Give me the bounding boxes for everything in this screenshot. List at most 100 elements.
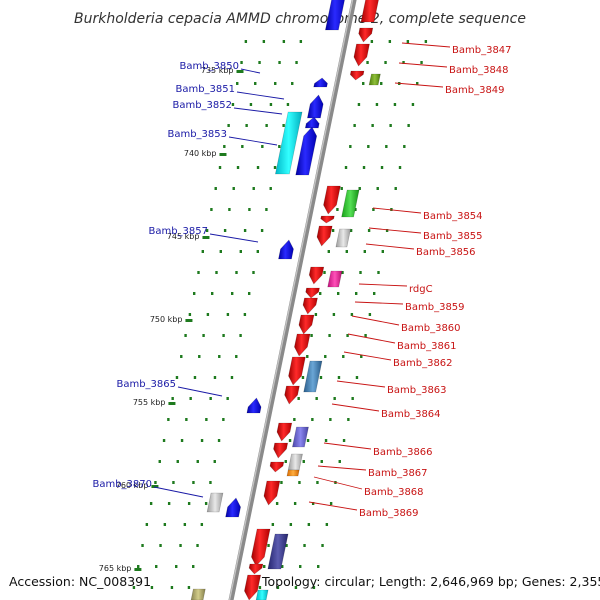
gene-label[interactable]: Bamb_3865	[116, 379, 176, 390]
grid-dot	[209, 397, 212, 400]
gene-label[interactable]: Bamb_3856	[416, 247, 476, 258]
label-connector	[368, 227, 422, 234]
grid-dot	[355, 376, 359, 379]
grid-dot	[228, 208, 231, 211]
gene-label[interactable]: Bamb_3847	[452, 45, 512, 56]
grid-dot	[324, 439, 328, 442]
grid-dot	[398, 166, 402, 169]
kbp-tick-label: 755 kbp	[133, 398, 166, 407]
grid-dot	[198, 355, 201, 358]
grid-dot	[337, 376, 341, 379]
reverse-gene	[276, 422, 293, 442]
gene-label[interactable]: Bamb_3850	[179, 61, 239, 72]
grid-dot	[254, 82, 257, 85]
gene-label[interactable]: Bamb_3866	[373, 447, 433, 458]
grid-dot	[240, 61, 243, 64]
grid-dot	[213, 460, 216, 463]
grid-dot	[327, 250, 330, 253]
grid-dot	[162, 439, 166, 442]
grid-dot	[252, 271, 255, 274]
gene-label[interactable]: rdgC	[409, 284, 433, 295]
forward-gene	[225, 497, 241, 518]
grid-dot	[265, 124, 268, 127]
grid-dot	[205, 418, 208, 421]
grid-dot	[248, 208, 251, 211]
grid-dot	[167, 418, 170, 421]
reverse-gene	[360, 0, 379, 23]
gene-label[interactable]: Bamb_3870	[92, 479, 152, 490]
grid-dot	[341, 271, 344, 274]
grid-dot	[196, 544, 199, 547]
gene-label[interactable]: Bamb_3848	[449, 65, 509, 76]
reverse-gene	[320, 215, 335, 224]
grid-dot	[284, 460, 287, 463]
gene-label[interactable]: Bamb_3849	[445, 85, 505, 96]
grid-dot	[210, 292, 214, 295]
gene-label[interactable]: Bamb_3853	[167, 129, 227, 140]
gene-label[interactable]: Bamb_3851	[175, 84, 235, 95]
gene-label[interactable]: Bamb_3869	[359, 508, 419, 519]
label-connector	[394, 82, 444, 88]
label-connector	[153, 486, 204, 498]
accession-text: Accession: NC_008391	[9, 574, 151, 589]
kbp-tick-mark	[202, 236, 210, 239]
label-connector	[343, 351, 392, 361]
grid-dot	[175, 565, 178, 568]
grid-dot	[209, 481, 212, 484]
gene-label[interactable]: Bamb_3852	[172, 100, 232, 111]
kbp-tick-mark	[219, 153, 227, 156]
kbp-tick-label: 740 kbp	[184, 149, 217, 158]
grid-dot	[342, 355, 345, 358]
grid-dot	[187, 586, 191, 589]
grid-dot	[201, 250, 204, 253]
grid-dot	[274, 82, 277, 85]
label-connector	[331, 403, 380, 412]
kbp-tick-label: 760 kbp	[116, 481, 149, 490]
forward-gene	[295, 126, 318, 176]
grid-dot	[252, 187, 255, 190]
reverse-gene	[251, 528, 271, 567]
grid-dot	[349, 145, 352, 148]
gene-label[interactable]: Bamb_3859	[405, 302, 465, 313]
grid-dot	[232, 187, 235, 190]
label-connector	[351, 315, 400, 326]
gene-label[interactable]: Bamb_3854	[423, 211, 483, 222]
grid-dot	[192, 565, 195, 568]
grid-dot	[235, 271, 238, 274]
backbone-line	[228, 0, 357, 600]
grid-dot	[278, 61, 281, 64]
gene-label[interactable]: Bamb_3857	[148, 226, 208, 237]
gene-label[interactable]: Bamb_3867	[368, 468, 428, 479]
grid-dot	[269, 187, 272, 190]
grid-dot	[340, 187, 343, 190]
grid-dot	[192, 292, 196, 295]
grid-dot	[158, 460, 161, 463]
grid-dot	[394, 187, 397, 190]
grid-dot	[303, 544, 306, 547]
gene-label[interactable]: Bamb_3861	[397, 341, 457, 352]
grid-dot	[416, 82, 419, 85]
label-connectors	[153, 42, 451, 511]
grid-dot	[293, 418, 296, 421]
grid-dot	[380, 166, 384, 169]
gene-label[interactable]: Bamb_3863	[387, 385, 447, 396]
gene-label[interactable]: Bamb_3860	[401, 323, 461, 334]
grid-dot	[215, 271, 218, 274]
kbp-tick-label: 745 kbp	[167, 232, 200, 241]
grid-dot	[324, 355, 327, 358]
grid-dot	[403, 145, 406, 148]
label-connector	[233, 107, 283, 115]
grid-dot	[171, 397, 174, 400]
label-connector	[398, 62, 448, 68]
grid-dot	[256, 250, 259, 253]
gene-label[interactable]: Bamb_3862	[393, 358, 453, 369]
grid-dot	[393, 103, 397, 106]
gene-labels: Bamb_3850 Bamb_3851 Bamb_3852 Bamb_3853 Bamb…	[92, 45, 511, 519]
kbp-tick-mark	[134, 568, 142, 571]
gene-label[interactable]: Bamb_3868	[364, 487, 424, 498]
grid-dot	[258, 586, 262, 589]
grid-dot	[226, 313, 230, 316]
grid-dot	[298, 481, 301, 484]
gene-label[interactable]: Bamb_3855	[423, 231, 483, 242]
gene-label[interactable]: Bamb_3864	[381, 409, 441, 420]
